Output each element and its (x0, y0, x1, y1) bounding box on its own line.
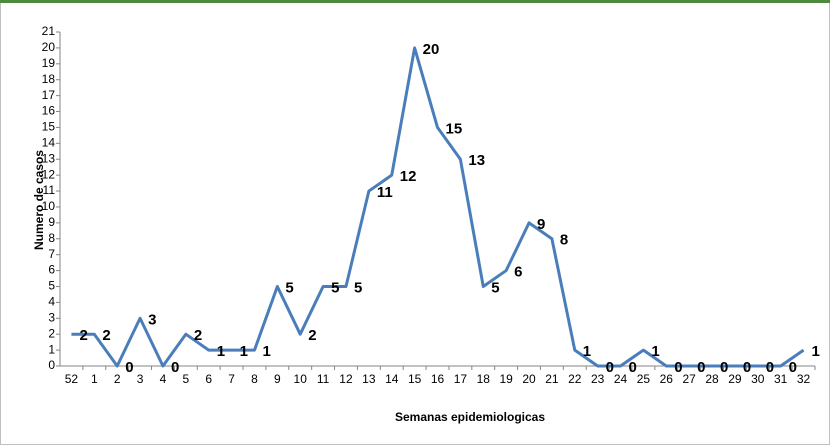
data-label: 1 (240, 343, 248, 360)
data-label: 1 (217, 343, 225, 360)
data-label: 0 (606, 359, 614, 376)
y-tick-label: 21 (42, 24, 56, 38)
data-label: 2 (308, 327, 316, 344)
y-tick-label: 16 (42, 104, 56, 118)
x-tick-label: 28 (705, 372, 719, 386)
data-label: 1 (812, 343, 820, 360)
data-label: 5 (285, 279, 293, 296)
x-tick-label: 12 (339, 372, 353, 386)
x-tick-label: 10 (294, 372, 308, 386)
y-tick-label: 18 (42, 72, 56, 86)
y-tick-label: 17 (42, 88, 56, 102)
data-label: 2 (194, 327, 202, 344)
data-label: 9 (537, 216, 545, 233)
x-tick-label: 19 (499, 372, 513, 386)
data-label: 6 (514, 264, 522, 281)
data-label: 8 (560, 232, 568, 249)
y-tick-label: 15 (42, 120, 56, 134)
x-axis-title: Semanas epidemiologicas (395, 410, 545, 424)
y-axis-title: Numero de casos (32, 150, 46, 250)
y-tick-label: 3 (48, 310, 55, 324)
x-tick-label: 32 (797, 372, 811, 386)
x-tick-label: 29 (728, 372, 742, 386)
data-label: 20 (423, 41, 440, 58)
data-label: 0 (629, 359, 637, 376)
x-tick-label: 25 (637, 372, 651, 386)
x-tick-label: 31 (774, 372, 788, 386)
data-label: 15 (446, 120, 463, 137)
y-tick-label: 10 (42, 199, 56, 213)
x-tick-label: 22 (568, 372, 582, 386)
y-tick-label: 0 (48, 358, 55, 372)
y-tick-label: 5 (48, 279, 55, 293)
x-tick-label: 17 (454, 372, 468, 386)
data-label: 13 (468, 152, 485, 169)
x-tick-label: 9 (274, 372, 281, 386)
x-tick-label: 11 (317, 372, 330, 386)
x-tick-label: 14 (385, 372, 399, 386)
data-label: 0 (743, 359, 751, 376)
x-tick-label: 7 (228, 372, 235, 386)
x-tick-label: 3 (137, 372, 144, 386)
y-tick-label: 6 (48, 263, 55, 277)
y-tick-label: 8 (48, 231, 55, 245)
data-label: 2 (79, 327, 87, 344)
data-label: 0 (789, 359, 797, 376)
y-tick-label: 7 (48, 247, 55, 261)
x-tick-label: 5 (182, 372, 189, 386)
x-tick-label: 21 (545, 372, 559, 386)
x-tick-label: 24 (614, 372, 628, 386)
x-tick-label: 1 (91, 372, 98, 386)
y-tick-label: 13 (42, 151, 56, 165)
x-tick-label: 16 (431, 372, 445, 386)
y-tick-label: 4 (48, 295, 55, 309)
line-series (71, 46, 805, 368)
y-tick-label: 9 (48, 215, 55, 229)
x-tick-label: 23 (591, 372, 605, 386)
x-tick-label: 20 (522, 372, 536, 386)
x-tick-label: 8 (251, 372, 258, 386)
data-label: 0 (674, 359, 682, 376)
data-label: 0 (766, 359, 774, 376)
data-label: 1 (651, 343, 659, 360)
data-label: 3 (148, 311, 156, 328)
data-label: 11 (377, 184, 393, 201)
x-tick-label: 4 (160, 372, 167, 386)
x-tick-label: 15 (408, 372, 422, 386)
x-tick-label: 13 (362, 372, 376, 386)
y-tick-label: 2 (48, 326, 55, 340)
data-label: 0 (125, 359, 133, 376)
x-tick-label: 52 (65, 372, 79, 386)
data-label: 0 (720, 359, 728, 376)
data-label: 0 (697, 359, 705, 376)
x-tick-label: 27 (682, 372, 696, 386)
y-tick-label: 19 (42, 56, 56, 70)
x-tick-label: 6 (205, 372, 212, 386)
y-tick-label: 14 (42, 136, 56, 150)
x-tick-label: 26 (660, 372, 674, 386)
y-tick-label: 11 (43, 183, 56, 197)
y-tick-label: 20 (42, 40, 56, 54)
y-tick-label: 1 (48, 342, 55, 356)
data-label: 0 (171, 359, 179, 376)
data-label: 2 (102, 327, 110, 344)
y-tick-label: 12 (42, 167, 56, 181)
data-label: 1 (583, 343, 591, 360)
x-tick-label: 30 (751, 372, 765, 386)
data-label: 12 (400, 168, 417, 185)
x-tick-label: 18 (477, 372, 491, 386)
x-tick-label: 2 (114, 372, 121, 386)
data-label: 5 (354, 279, 362, 296)
data-label: 5 (491, 279, 499, 296)
data-label: 1 (262, 343, 270, 360)
data-label: 5 (331, 279, 339, 296)
